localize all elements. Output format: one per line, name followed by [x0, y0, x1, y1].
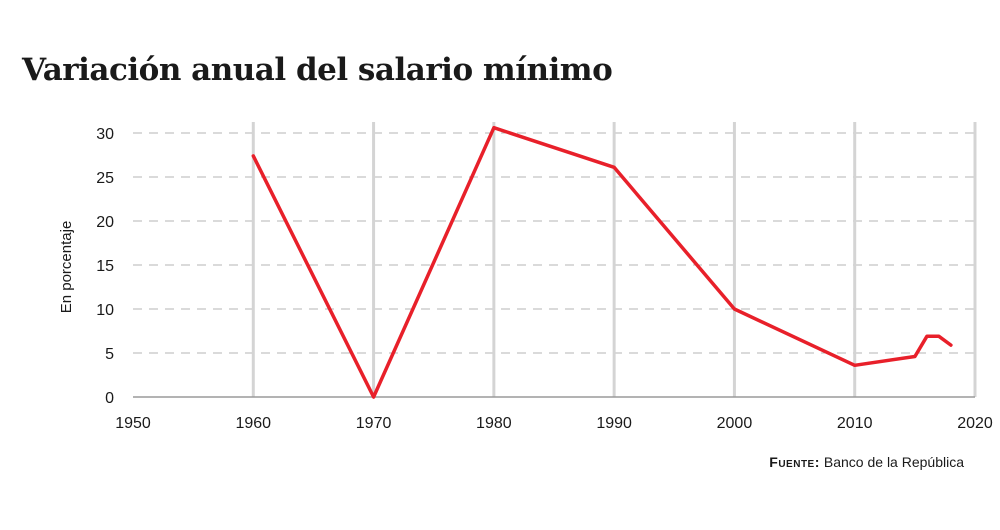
x-tick-label: 1990	[596, 415, 632, 432]
x-tick-label: 1960	[235, 415, 271, 432]
x-tick-label: 2000	[717, 415, 753, 432]
y-tick-label: 0	[105, 390, 114, 407]
y-tick-label: 20	[96, 214, 114, 231]
source-label: Fuente:	[769, 454, 820, 470]
series	[251, 125, 953, 399]
y-tick-label: 5	[105, 346, 114, 363]
chart-title: Variación anual del salario mínimo	[22, 52, 613, 88]
x-tick-label: 2010	[837, 415, 873, 432]
source-note: Fuente: Banco de la República	[769, 454, 964, 470]
x-tick-label: 2020	[957, 415, 993, 432]
source-text: Banco de la República	[823, 454, 964, 470]
y-tick-label: 15	[96, 258, 114, 275]
axes: 0 5 10 15 20 25 30 1950 1960 1970 1980 1990 2000 2010…	[96, 126, 993, 432]
y-axis-label: En porcentaje	[58, 221, 75, 314]
series-line	[251, 125, 953, 399]
x-tick-label: 1950	[115, 415, 151, 432]
x-tick-label: 1980	[476, 415, 512, 432]
grid	[133, 122, 977, 397]
y-tick-label: 10	[96, 302, 114, 319]
y-tick-label: 25	[96, 170, 114, 187]
y-tick-label: 30	[96, 126, 114, 143]
x-tick-label: 1970	[356, 415, 392, 432]
